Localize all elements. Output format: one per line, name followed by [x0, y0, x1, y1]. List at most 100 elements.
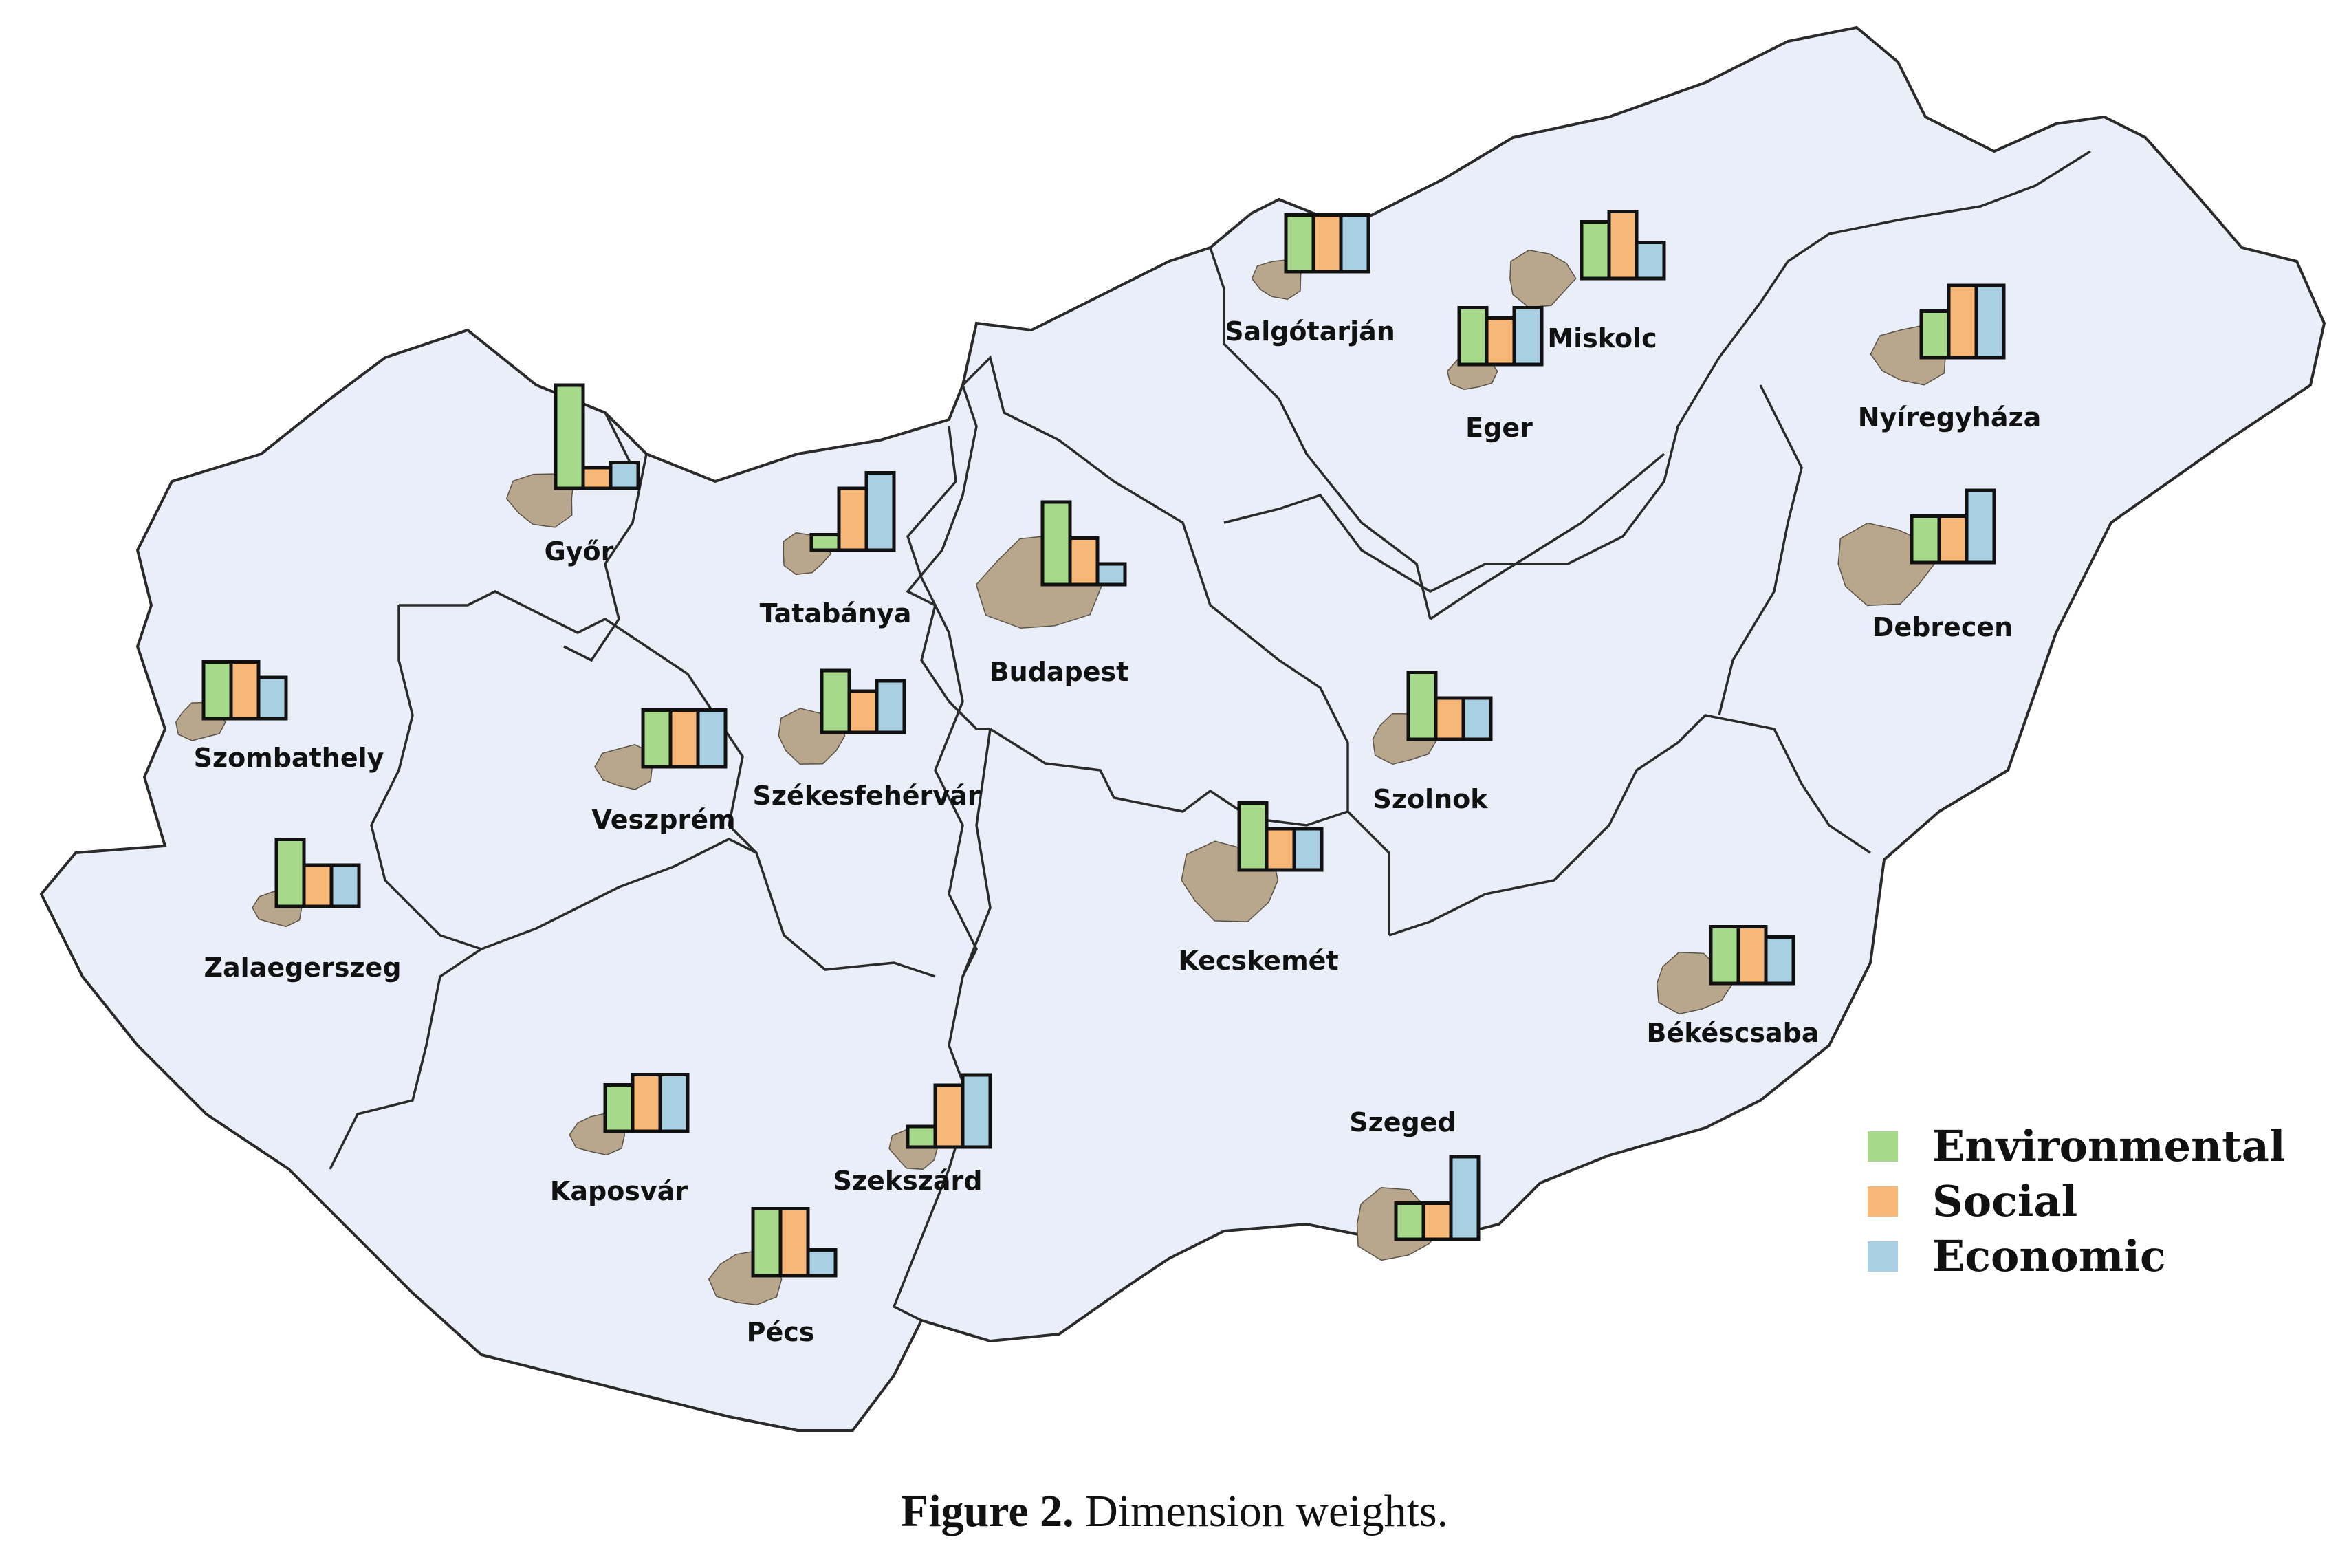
city-label-szekesfehervar: Székesfehérvár — [753, 781, 981, 811]
city-labels: Győr Tatabánya Budapest Salgótarján Miskolc E… — [194, 316, 2042, 1347]
bar-szeged-environmental — [1394, 1201, 1425, 1241]
bar-kecskemet-environmental — [1237, 801, 1269, 872]
bar-veszprem-economic — [696, 708, 728, 769]
legend-swatch-economic — [1868, 1241, 1898, 1272]
bar-szekesfehervar-economic — [875, 679, 906, 734]
legend-label-social: Social — [1932, 1176, 2077, 1226]
legend-label-economic: Economic — [1932, 1231, 2166, 1281]
bar-budapest-environmental — [1040, 500, 1072, 587]
bar-kaposvar-economic — [658, 1073, 690, 1133]
bar-pecs-social — [778, 1207, 810, 1278]
city-label-debrecen: Debrecen — [1872, 612, 2013, 642]
bar-szombathely-environmental — [201, 660, 233, 721]
bar-eger-economic — [1512, 306, 1544, 367]
city-label-szekszard: Szekszárd — [833, 1166, 983, 1196]
bar-veszprem-environmental — [641, 708, 673, 769]
city-label-szeged: Szeged — [1349, 1107, 1456, 1137]
city-label-miskolc: Miskolc — [1547, 323, 1657, 353]
city-bar-charts — [201, 210, 2006, 1278]
bar-salgotarjan-social — [1311, 213, 1343, 274]
city-label-eger: Eger — [1465, 413, 1533, 443]
city-label-szolnok: Szolnok — [1373, 784, 1488, 814]
bar-szekesfehervar-social — [847, 689, 879, 734]
city-label-kaposvar: Kaposvár — [550, 1176, 688, 1206]
bar-kaposvar-social — [631, 1073, 662, 1133]
bar-szekesfehervar-environmental — [820, 668, 851, 734]
bar-chart-nyiregyhaza — [1919, 283, 2006, 360]
bar-szekszard-social — [933, 1083, 965, 1149]
bar-pecs-environmental — [751, 1207, 783, 1278]
legend: Environmental Social Economic — [1868, 1121, 2286, 1281]
bar-chart-bekescsaba — [1709, 925, 1795, 986]
bar-debrecen-social — [1937, 514, 1969, 565]
bar-miskolc-environmental — [1580, 220, 1611, 281]
bar-debrecen-economic — [1965, 488, 1996, 565]
bar-gyor-social — [581, 466, 613, 490]
bar-szombathely-economic — [256, 675, 288, 721]
bar-zalaegerszeg-social — [302, 863, 334, 908]
bar-szekszard-environmental — [906, 1124, 937, 1149]
bar-pecs-economic — [806, 1248, 838, 1278]
bar-salgotarjan-economic — [1339, 213, 1370, 274]
bar-szeged-economic — [1449, 1155, 1481, 1241]
bar-zalaegerszeg-economic — [329, 863, 361, 908]
bar-budapest-economic — [1095, 562, 1127, 587]
bar-eger-environmental — [1457, 306, 1489, 367]
city-label-zalaegerszeg: Zalaegerszeg — [204, 952, 401, 983]
city-label-bekescsaba: Békéscsaba — [1646, 1018, 1819, 1048]
bar-chart-salgotarjan — [1284, 213, 1370, 274]
bar-kecskemet-social — [1265, 827, 1296, 872]
bar-chart-veszprem — [641, 708, 728, 769]
bar-debrecen-environmental — [1910, 514, 1941, 565]
city-label-salgotarjan: Salgótarján — [1225, 316, 1395, 347]
bar-szolnok-environmental — [1406, 671, 1438, 741]
bar-chart-szolnok — [1406, 671, 1493, 741]
bar-kaposvar-environmental — [603, 1083, 635, 1133]
bar-bekescsaba-economic — [1764, 935, 1795, 986]
city-label-pecs: Pécs — [747, 1317, 815, 1347]
bar-szeged-social — [1421, 1201, 1453, 1241]
city-label-budapest: Budapest — [990, 657, 1129, 687]
city-label-szombathely: Szombathely — [194, 743, 384, 773]
bar-nyiregyhaza-economic — [1974, 283, 2006, 360]
city-label-tatabanya: Tatabánya — [760, 598, 912, 629]
bar-tatabanya-economic — [864, 471, 896, 552]
caption-label: Figure 2. — [900, 1486, 1074, 1536]
legend-label-environmental: Environmental — [1932, 1121, 2286, 1171]
city-label-kecskemet: Kecskemét — [1178, 946, 1338, 976]
bar-eger-social — [1485, 316, 1516, 367]
bar-chart-pecs — [751, 1207, 838, 1278]
bar-miskolc-social — [1607, 210, 1639, 281]
bar-gyor-environmental — [554, 383, 585, 490]
bar-chart-szombathely — [201, 660, 288, 721]
bar-chart-gyor — [554, 383, 640, 490]
bar-chart-szekszard — [906, 1073, 992, 1149]
bar-chart-debrecen — [1910, 488, 1996, 565]
city-shape-veszprem — [594, 744, 653, 790]
bar-szekszard-economic — [961, 1073, 992, 1149]
region-borders — [329, 150, 2091, 1322]
bar-szolnok-social — [1434, 696, 1465, 741]
legend-swatch-social — [1868, 1186, 1898, 1217]
bar-tatabanya-environmental — [809, 533, 841, 552]
bar-tatabanya-social — [837, 486, 868, 552]
caption-text: Dimension weights. — [1085, 1486, 1449, 1536]
city-label-veszprem: Veszprém — [591, 805, 735, 835]
bar-veszprem-social — [668, 708, 700, 769]
bar-szolnok-economic — [1461, 696, 1493, 741]
city-label-nyiregyhaza: Nyíregyháza — [1858, 402, 2042, 433]
bar-chart-szeged — [1394, 1155, 1481, 1241]
bar-miskolc-economic — [1635, 241, 1666, 281]
bar-gyor-economic — [609, 461, 640, 490]
city-label-gyor: Győr — [545, 536, 614, 567]
legend-swatch-environmental — [1868, 1131, 1898, 1162]
bar-chart-miskolc — [1580, 210, 1666, 281]
bar-bekescsaba-environmental — [1709, 925, 1740, 986]
bar-chart-kaposvar — [603, 1073, 690, 1133]
bar-salgotarjan-environmental — [1284, 213, 1315, 274]
bar-chart-kecskemet — [1237, 801, 1324, 872]
city-shape-miskolc — [1509, 249, 1577, 308]
figure-caption: Figure 2. Dimension weights. — [0, 1485, 2349, 1538]
bar-zalaegerszeg-environmental — [274, 838, 306, 908]
